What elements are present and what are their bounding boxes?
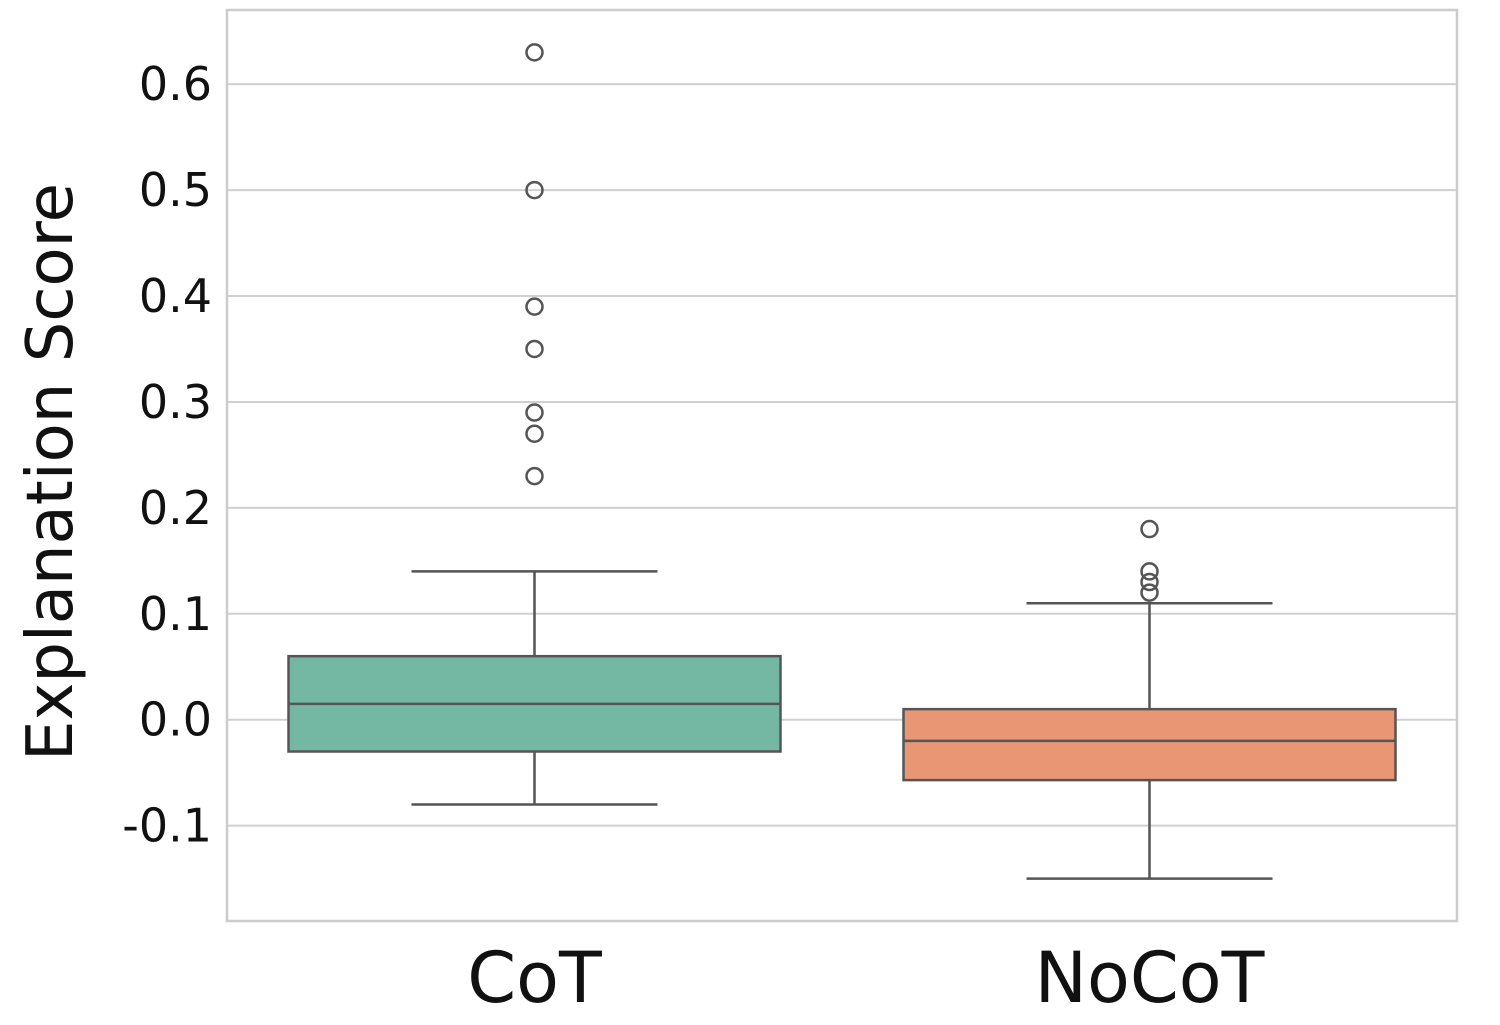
y-tick-label: 0.2 — [139, 481, 212, 535]
y-tick-label: 0.5 — [139, 163, 212, 217]
plot-frame — [225, 8, 1459, 923]
y-tick-label: 0.4 — [139, 269, 212, 323]
y-tick-label: 0.0 — [139, 693, 212, 747]
y-tick-labels: -0.1 0.0 0.1 0.2 0.3 0.4 0.5 0.6 — [122, 57, 212, 853]
outlier-point — [525, 180, 544, 200]
outlier-point — [525, 43, 544, 62]
x-category-label: NoCoT — [1035, 937, 1265, 1019]
outlier-point — [525, 466, 544, 486]
iqr-box — [902, 707, 1397, 782]
outlier-point — [525, 339, 544, 359]
box-nocot — [902, 519, 1397, 880]
y-tick-label: 0.6 — [139, 57, 212, 111]
outlier-point — [1140, 519, 1159, 539]
outlier-point — [1140, 562, 1159, 581]
x-category-label: CoT — [467, 937, 602, 1019]
y-tick-label: 0.1 — [139, 587, 212, 641]
box-cot — [287, 43, 782, 806]
outlier-point — [525, 424, 544, 443]
outlier-point — [525, 297, 544, 316]
x-category-labels: CoT NoCoT — [467, 937, 1264, 1019]
y-axis-title: Explanation Score — [14, 183, 88, 761]
y-tick-label: -0.1 — [122, 799, 212, 853]
outlier-point — [1140, 583, 1159, 602]
y-tick-label: 0.3 — [139, 375, 212, 429]
box-series — [287, 43, 1397, 880]
outlier-point — [1140, 572, 1159, 592]
outlier-point — [525, 403, 544, 422]
